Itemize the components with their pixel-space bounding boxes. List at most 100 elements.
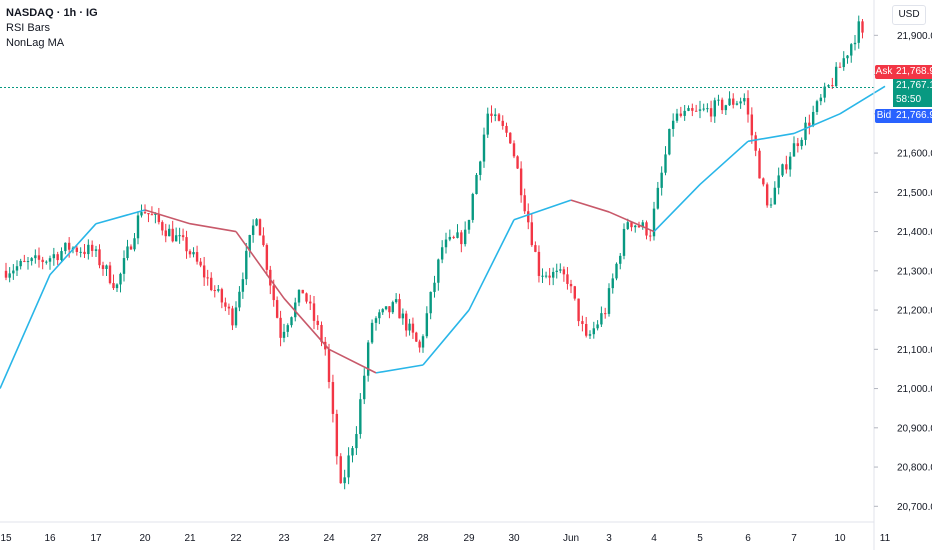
candle-body	[706, 108, 709, 110]
candle-body	[150, 214, 154, 216]
candle-body	[615, 263, 618, 279]
candle-body	[683, 110, 686, 116]
candle-body	[634, 225, 637, 228]
candle-body	[248, 235, 251, 251]
candle-body	[351, 448, 354, 456]
candle-body	[398, 299, 401, 319]
candle-body	[861, 21, 864, 33]
candle-body	[202, 265, 206, 278]
price-axis-tick-label: 21,300.0	[897, 266, 932, 277]
candle-body	[537, 251, 541, 276]
candle-body	[735, 103, 739, 105]
candle-body	[702, 108, 705, 110]
indicator-nonlag-ma[interactable]: NonLag MA	[6, 37, 65, 49]
time-axis-tick-label: 4	[651, 533, 657, 544]
candle-body	[581, 321, 584, 325]
candle-body	[559, 269, 562, 271]
candle-body	[327, 349, 331, 383]
candle-body	[178, 235, 181, 237]
candle-body	[335, 413, 339, 457]
candle-body	[41, 259, 44, 263]
time-axis[interactable]: 15 16 17 20 21 22 23 24 27 28 29 30 Jun 3 4 5 6 7 10 11	[0, 533, 890, 544]
price-axis-tick-label: 21,400.0	[897, 227, 932, 238]
candle-body	[551, 271, 555, 278]
candle-body	[641, 222, 644, 228]
candle-body	[164, 230, 167, 237]
candle-body	[181, 235, 185, 238]
candle-body	[649, 235, 652, 237]
time-axis-tick-label: 15	[0, 533, 12, 544]
candle-body	[415, 332, 418, 342]
candle-body	[527, 211, 530, 223]
candle-body	[746, 98, 750, 115]
candle-body	[679, 113, 683, 116]
candle-body	[530, 222, 534, 246]
time-axis-tick-label: 6	[745, 533, 751, 544]
candle-body	[460, 232, 463, 245]
candle-body	[384, 306, 388, 310]
candle-body	[411, 323, 415, 333]
candle-body	[83, 251, 86, 255]
symbol-title[interactable]: NASDAQ · 1h · IG	[6, 7, 98, 19]
candle-body	[210, 277, 213, 291]
candle-body	[67, 242, 71, 250]
price-axis-tick-label: 20,900.0	[897, 423, 932, 434]
bid-value: 21,766.9	[893, 108, 932, 123]
chart-legend: NASDAQ · 1h · IG RSI Bars NonLag MA	[6, 6, 98, 51]
indicator-rsi-bars[interactable]: RSI Bars	[6, 22, 51, 34]
candle-body	[26, 261, 30, 263]
candle-body	[421, 336, 425, 348]
candle-body	[448, 236, 452, 240]
candle-body	[23, 260, 26, 262]
candle-body	[652, 208, 656, 237]
candle-body	[45, 261, 48, 263]
candle-body	[154, 213, 157, 215]
candle-body	[60, 251, 63, 261]
price-axis-tick-label: 21,500.0	[897, 188, 932, 199]
candle-body	[857, 21, 860, 43]
candle-body	[269, 269, 272, 286]
nonlag-ma-line-falling	[144, 199, 655, 374]
candle-body	[12, 270, 15, 274]
candle-body	[405, 313, 408, 331]
candle-body	[282, 331, 286, 338]
candle-body	[660, 172, 663, 188]
candle-body	[87, 244, 90, 255]
candle-body	[505, 125, 508, 133]
candle-body	[573, 286, 576, 299]
candle-body	[231, 308, 234, 326]
candle-body	[548, 275, 551, 278]
candle-body	[401, 313, 405, 319]
candle-body	[796, 143, 800, 147]
candle-body	[316, 320, 319, 325]
time-axis-tick-label: 29	[463, 533, 475, 544]
candle-body	[238, 291, 241, 308]
candle-body	[728, 98, 731, 106]
currency-button[interactable]: USD	[892, 5, 926, 25]
candle-body	[544, 275, 548, 277]
candle-body	[850, 44, 853, 56]
candle-body	[534, 245, 537, 252]
ask-value: 21,768.9	[893, 64, 932, 79]
candle-body	[370, 322, 374, 343]
candle-body	[140, 212, 143, 216]
time-axis-tick-label: 16	[44, 533, 56, 544]
candle-body	[105, 265, 108, 269]
candle-body	[754, 135, 757, 151]
candle-body	[743, 98, 746, 102]
candle-body	[494, 114, 497, 116]
candle-body	[143, 212, 147, 214]
candle-body	[592, 328, 595, 335]
time-axis-tick-label: Jun	[563, 533, 579, 544]
candle-body	[90, 244, 94, 251]
candle-body	[188, 251, 192, 255]
candle-body	[19, 260, 22, 267]
candle-body	[739, 101, 742, 104]
candle-body	[596, 324, 599, 329]
candle-body	[853, 42, 857, 45]
candle-body	[777, 175, 780, 188]
candle-body	[823, 86, 826, 98]
candle-body	[671, 120, 675, 129]
candle-body	[785, 164, 788, 170]
